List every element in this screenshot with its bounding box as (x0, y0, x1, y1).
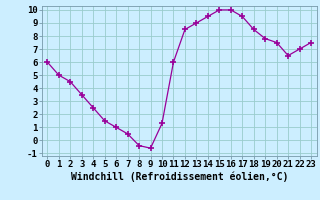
X-axis label: Windchill (Refroidissement éolien,°C): Windchill (Refroidissement éolien,°C) (70, 172, 288, 182)
